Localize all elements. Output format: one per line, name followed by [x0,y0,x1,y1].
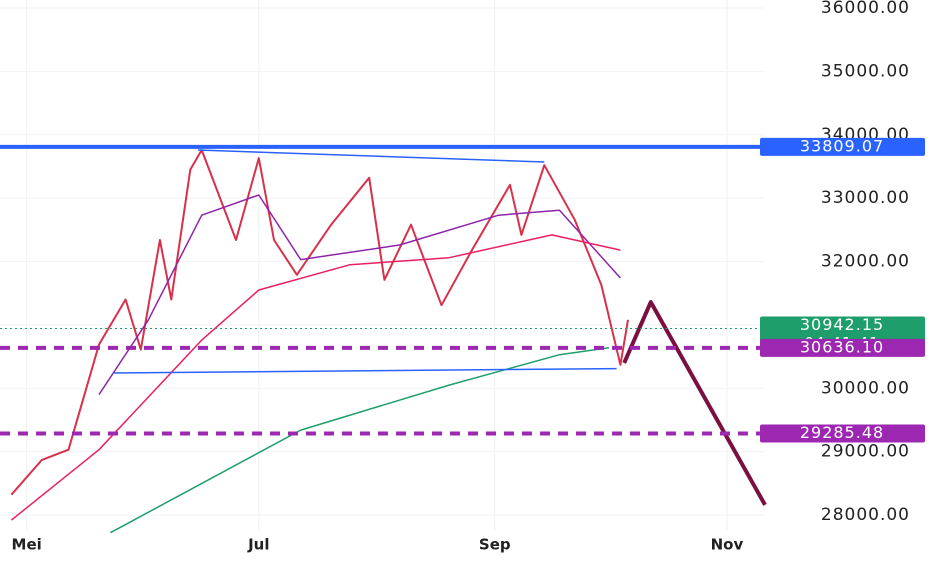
level-label: 30942.15 [800,315,884,334]
x-tick-label: Nov [711,536,744,554]
series-line [110,346,610,534]
level-label-box [760,137,925,156]
level-label-box [760,424,925,443]
y-tick-label: 36000.00 [821,0,910,18]
x-tick-label: Jul [247,536,269,554]
level-label: 33809.07 [800,136,884,155]
y-tick-label: 30000.00 [821,378,910,398]
x-tick-label: Mei [12,536,42,554]
series-line [622,300,767,506]
series-line [10,234,621,521]
y-tick-label: 32000.00 [821,252,910,272]
y-tick-label: 35000.00 [821,61,910,81]
series-line [197,149,545,163]
series-line [10,149,629,496]
x-tick-label: Sep [479,536,511,554]
level-label: 30636.10 [800,337,884,356]
level-label: 29285.48 [800,423,884,442]
series-line [114,367,617,374]
y-tick-label: 28000.00 [821,505,910,525]
y-tick-label: 33000.00 [821,188,910,208]
level-label-box [760,338,925,357]
y-tick-label: 29000.00 [821,442,910,462]
series-line [98,194,621,396]
